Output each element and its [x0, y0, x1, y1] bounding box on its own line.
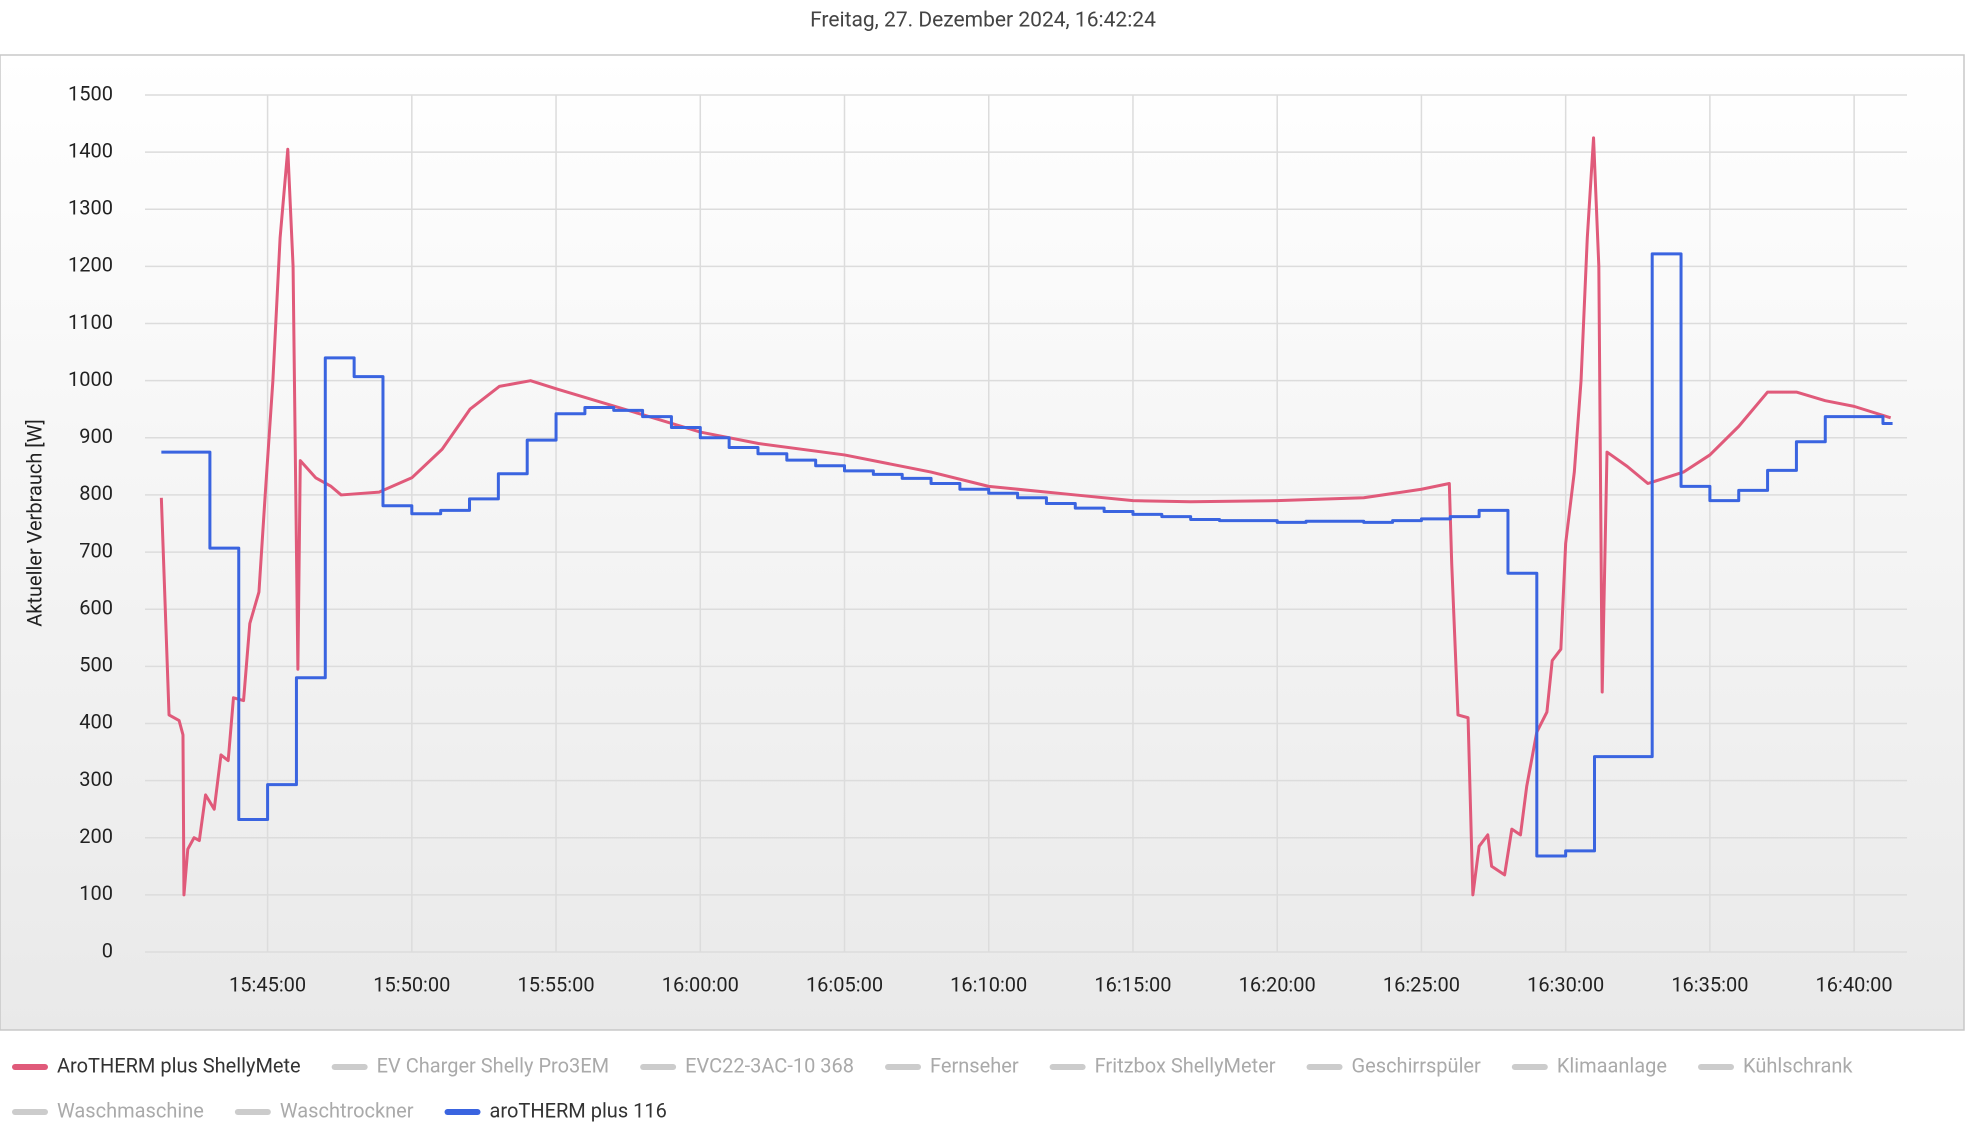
- legend-item[interactable]: Kühlschrank: [1698, 1053, 1853, 1077]
- y-tick-label: 700: [79, 538, 113, 562]
- plot-panel: [0, 54, 1965, 1031]
- y-tick-label: 1400: [68, 138, 113, 162]
- chart-title: Freitag, 27. Dezember 2024, 16:42:24: [810, 9, 1156, 33]
- y-tick-label: 100: [79, 881, 113, 905]
- y-tick-label: 300: [79, 767, 113, 791]
- x-tick-label: 16:20:00: [1239, 972, 1316, 996]
- y-tick-label: 1200: [68, 253, 113, 277]
- legend-label: Kühlschrank: [1743, 1053, 1853, 1077]
- x-tick-label: 15:55:00: [517, 972, 594, 996]
- y-tick-label: 200: [79, 824, 113, 848]
- legend-item[interactable]: Waschmaschine: [12, 1098, 204, 1122]
- legend-label: EV Charger Shelly Pro3EM: [377, 1053, 609, 1077]
- y-tick-label: 500: [79, 653, 113, 677]
- y-tick-label: 0: [102, 938, 113, 962]
- legend-label: Geschirrspüler: [1352, 1053, 1482, 1077]
- legend-item[interactable]: Fernseher: [885, 1053, 1019, 1077]
- y-tick-label: 600: [79, 595, 113, 619]
- y-tick-label: 900: [79, 424, 113, 448]
- x-tick-label: 16:40:00: [1816, 972, 1893, 996]
- x-tick-label: 16:00:00: [662, 972, 739, 996]
- x-tick-label: 16:30:00: [1527, 972, 1604, 996]
- legend-item[interactable]: Fritzbox ShellyMeter: [1049, 1053, 1276, 1077]
- y-tick-label: 800: [79, 481, 113, 505]
- series-line: [159, 136, 1892, 897]
- y-axis-label: Aktueller Verbrauch [W]: [22, 419, 46, 627]
- y-tick-label: 1100: [68, 310, 113, 334]
- legend-item[interactable]: EVC22-3AC-10 368: [640, 1053, 854, 1077]
- legend-item[interactable]: Klimaanlage: [1511, 1053, 1667, 1077]
- series-line: [161, 252, 1893, 858]
- legend-label: Klimaanlage: [1557, 1053, 1667, 1077]
- legend-item[interactable]: EV Charger Shelly Pro3EM: [331, 1053, 609, 1077]
- x-tick-label: 16:05:00: [806, 972, 883, 996]
- x-tick-label: 16:10:00: [950, 972, 1027, 996]
- legend-item[interactable]: aroTHERM plus 116: [444, 1098, 667, 1122]
- x-tick-label: 15:50:00: [373, 972, 450, 996]
- legend-label: Fritzbox ShellyMeter: [1095, 1053, 1276, 1077]
- y-tick-label: 1000: [68, 367, 113, 391]
- x-tick-label: 16:35:00: [1671, 972, 1748, 996]
- legend-item[interactable]: AroTHERM plus ShellyMete: [12, 1053, 301, 1077]
- y-tick-label: 1300: [68, 196, 113, 220]
- legend-label: Waschmaschine: [57, 1098, 204, 1122]
- x-tick-label: 15:45:00: [229, 972, 306, 996]
- legend-label: Fernseher: [930, 1053, 1019, 1077]
- legend-item[interactable]: Geschirrspüler: [1306, 1053, 1482, 1077]
- legend-item[interactable]: Waschtrockner: [234, 1098, 414, 1122]
- legend-label: aroTHERM plus 116: [490, 1098, 667, 1122]
- legend-label: EVC22-3AC-10 368: [685, 1053, 854, 1077]
- y-tick-label: 400: [79, 710, 113, 734]
- x-tick-label: 16:25:00: [1383, 972, 1460, 996]
- legend-label: Waschtrockner: [280, 1098, 414, 1122]
- legend-label: AroTHERM plus ShellyMete: [57, 1053, 301, 1077]
- y-tick-label: 1500: [68, 81, 113, 105]
- x-tick-label: 16:15:00: [1094, 972, 1171, 996]
